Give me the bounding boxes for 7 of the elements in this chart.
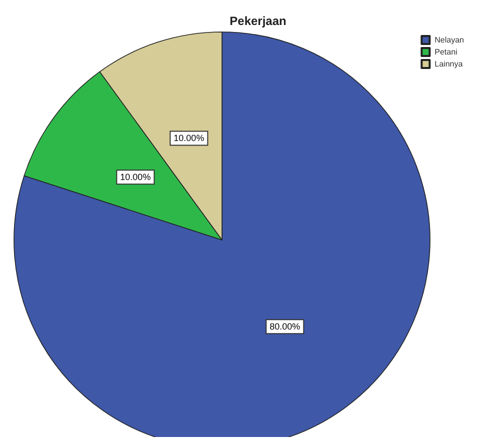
chart-title: Pekerjaan <box>230 14 286 28</box>
data-label: 10.00% <box>174 133 204 144</box>
legend-label: Nelayan <box>434 36 464 44</box>
data-label: 10.00% <box>120 172 151 182</box>
legend-label: Petani <box>434 48 458 56</box>
legend-label: Lainnya <box>434 60 464 68</box>
data-label: 80.00% <box>270 322 300 332</box>
